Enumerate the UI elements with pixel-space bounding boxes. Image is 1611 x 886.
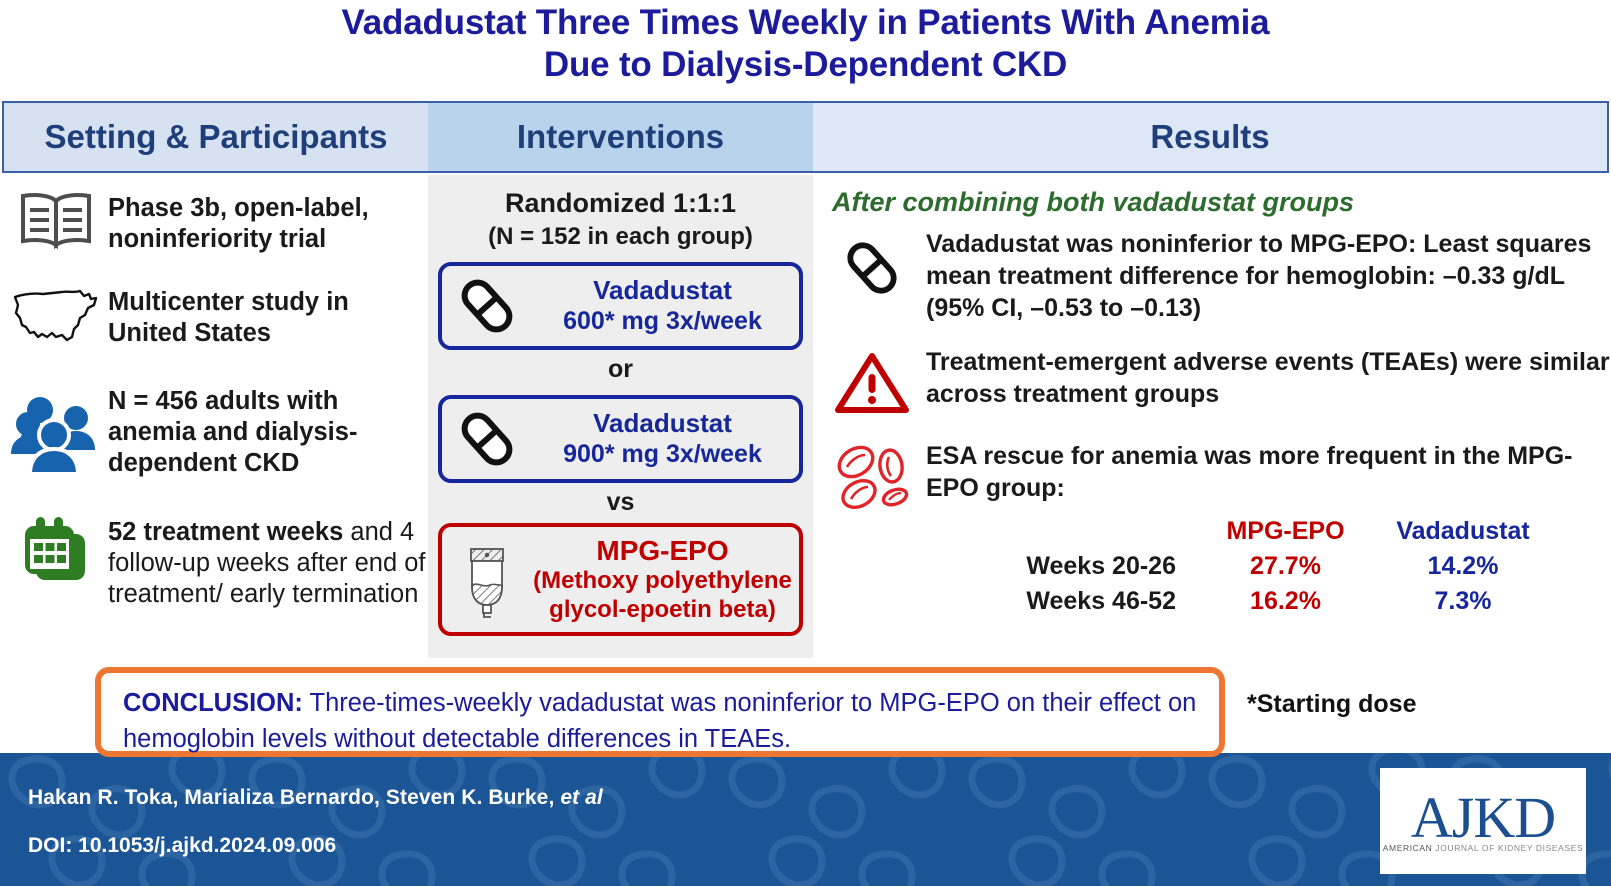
arm-dose: 600* mg 3x/week	[563, 307, 762, 335]
band-interventions: Interventions	[428, 103, 813, 171]
row-label: Weeks 20-26	[1026, 552, 1176, 580]
result-text: Treatment-emergent adverse events (TEAEs…	[926, 348, 1610, 408]
band-setting-participants: Setting & Participants	[4, 103, 428, 171]
capsule-icon	[818, 228, 926, 304]
title-line-1: Vadadustat Three Times Weekly in Patient…	[341, 3, 1270, 42]
table-row: Weeks 20-26 27.7% 14.2%	[898, 549, 1553, 584]
cell-vadadustat: 14.2%	[1427, 552, 1499, 580]
result-teae: Treatment-emergent adverse events (TEAEs…	[818, 346, 1611, 416]
footer-doi: DOI: 10.1053/j.ajkd.2024.09.006	[28, 834, 337, 857]
esa-block: ESA rescue for anemia was more frequent …	[926, 440, 1611, 504]
randomization-block: Randomized 1:1:1 (N = 152 in each group)	[428, 175, 813, 253]
logo-sub-right: JOURNAL OF KIDNEY DISEASES	[1435, 843, 1584, 853]
ajkd-logo: AJKD AMERICAN JOURNAL OF KIDNEY DISEASES	[1380, 768, 1586, 874]
conclusion-text: Three-times-weekly vadadustat was noninf…	[123, 689, 1197, 753]
col-header-mpg-epo: MPG-EPO	[1226, 517, 1345, 545]
arm-mpg-epo: MPG-EPO (Methoxy polyethylene glycol-epo…	[438, 523, 803, 636]
footer-authors: Hakan R. Toka, Marializa Bernardo, Steve…	[28, 786, 603, 810]
arm-label: Vadadustat 600* mg 3x/week	[530, 275, 795, 337]
columns-container: Phase 3b, open-label, noninferiority tri…	[0, 175, 1611, 670]
ajkd-logo-text: AJKD	[1410, 785, 1556, 850]
row-label: Weeks 46-52	[1026, 587, 1176, 615]
setting-item-phase: Phase 3b, open-label, noninferiority tri…	[4, 191, 428, 255]
arm-vadadustat-600: Vadadustat 600* mg 3x/week	[438, 262, 803, 350]
setting-item-label: N = 456 adults with anemia and dialysis-…	[108, 387, 358, 477]
duration-bold: 52 treatment weeks	[108, 518, 344, 546]
conclusion-box: CONCLUSION: Three-times-weekly vadadusta…	[95, 667, 1225, 757]
randomization-ratio: Randomized 1:1:1	[504, 188, 737, 218]
setting-item-label: Multicenter study in United States	[108, 288, 349, 347]
footnote-starting-dose: *Starting dose	[1247, 690, 1417, 718]
table-header-row: MPG-EPO Vadadustat	[898, 514, 1553, 549]
ajkd-logo-subtitle: AMERICAN JOURNAL OF KIDNEY DISEASES	[1383, 843, 1584, 853]
arm-dose: (Methoxy polyethylene glycol-epoetin bet…	[533, 567, 792, 623]
conclusion-label: CONCLUSION:	[123, 689, 303, 717]
setting-item-label: 52 treatment weeks and 4 follow-up weeks…	[108, 515, 428, 610]
capsule-icon	[444, 407, 530, 471]
setting-item-label: Phase 3b, open-label, noninferiority tri…	[108, 194, 369, 253]
setting-item-multicenter: Multicenter study in United States	[4, 285, 428, 349]
duration-regular: and 4 follow-up weeks after end of treat…	[108, 518, 426, 608]
results-column: After combining both vadadustat groups V…	[818, 175, 1611, 619]
kidney-pattern-background	[8, 753, 1611, 886]
arm-name: Vadadustat	[593, 408, 732, 438]
usa-map-icon	[4, 285, 108, 347]
iv-bag-icon	[444, 541, 530, 619]
arm-label: MPG-EPO (Methoxy polyethylene glycol-epo…	[530, 535, 795, 624]
arm-dose: 900* mg 3x/week	[563, 440, 762, 468]
authors-plain: Hakan R. Toka, Marializa Bernardo, Steve…	[28, 786, 561, 809]
calendar-icon	[4, 515, 108, 587]
capsule-icon	[444, 274, 530, 338]
interventions-column: Randomized 1:1:1 (N = 152 in each group)…	[428, 175, 813, 636]
authors-etal: et al	[560, 786, 603, 809]
table-row: Weeks 46-52 16.2% 7.3%	[898, 584, 1553, 619]
result-text: Vadadustat was noninferior to MPG-EPO: L…	[926, 230, 1592, 322]
arm-name: MPG-EPO	[596, 535, 729, 566]
open-book-icon	[4, 191, 108, 249]
cell-vadadustat: 7.3%	[1434, 587, 1492, 615]
band-results: Results	[813, 103, 1607, 171]
section-header-band: Setting & Participants Interventions Res…	[2, 101, 1609, 173]
result-esa-rescue: ESA rescue for anemia was more frequent …	[818, 440, 1611, 512]
arm-label: Vadadustat 900* mg 3x/week	[530, 408, 795, 470]
col-header-vadadustat: Vadadustat	[1396, 517, 1530, 545]
title-line-2: Due to Dialysis-Dependent CKD	[543, 45, 1068, 84]
arm-vadadustat-900: Vadadustat 900* mg 3x/week	[438, 395, 803, 483]
setting-item-duration: 52 treatment weeks and 4 follow-up weeks…	[4, 515, 428, 610]
randomization-group-size: (N = 152 in each group)	[488, 223, 753, 250]
setting-participants-column: Phase 3b, open-label, noninferiority tri…	[0, 175, 428, 670]
warning-triangle-icon	[818, 346, 926, 416]
result-text: ESA rescue for anemia was more frequent …	[926, 442, 1573, 502]
results-subheader: After combining both vadadustat groups	[832, 187, 1355, 217]
esa-rescue-table: MPG-EPO Vadadustat Weeks 20-26 27.7% 14.…	[898, 514, 1553, 619]
col-header-blank	[898, 514, 1198, 549]
result-noninferiority: Vadadustat was noninferior to MPG-EPO: L…	[818, 228, 1611, 324]
cell-mpg-epo: 27.7%	[1250, 552, 1321, 580]
page-title: Vadadustat Three Times Weekly in Patient…	[0, 2, 1611, 86]
cell-mpg-epo: 16.2%	[1250, 587, 1321, 615]
group-of-people-icon	[4, 384, 108, 476]
connector-vs: vs	[606, 488, 635, 516]
setting-item-participants: N = 456 adults with anemia and dialysis-…	[4, 384, 428, 479]
arm-name: Vadadustat	[593, 275, 732, 305]
logo-sub-left: AMERICAN	[1382, 843, 1433, 853]
red-blood-cells-icon	[818, 440, 926, 512]
footer-bar: Hakan R. Toka, Marializa Bernardo, Steve…	[0, 753, 1611, 886]
connector-or: or	[608, 355, 633, 383]
